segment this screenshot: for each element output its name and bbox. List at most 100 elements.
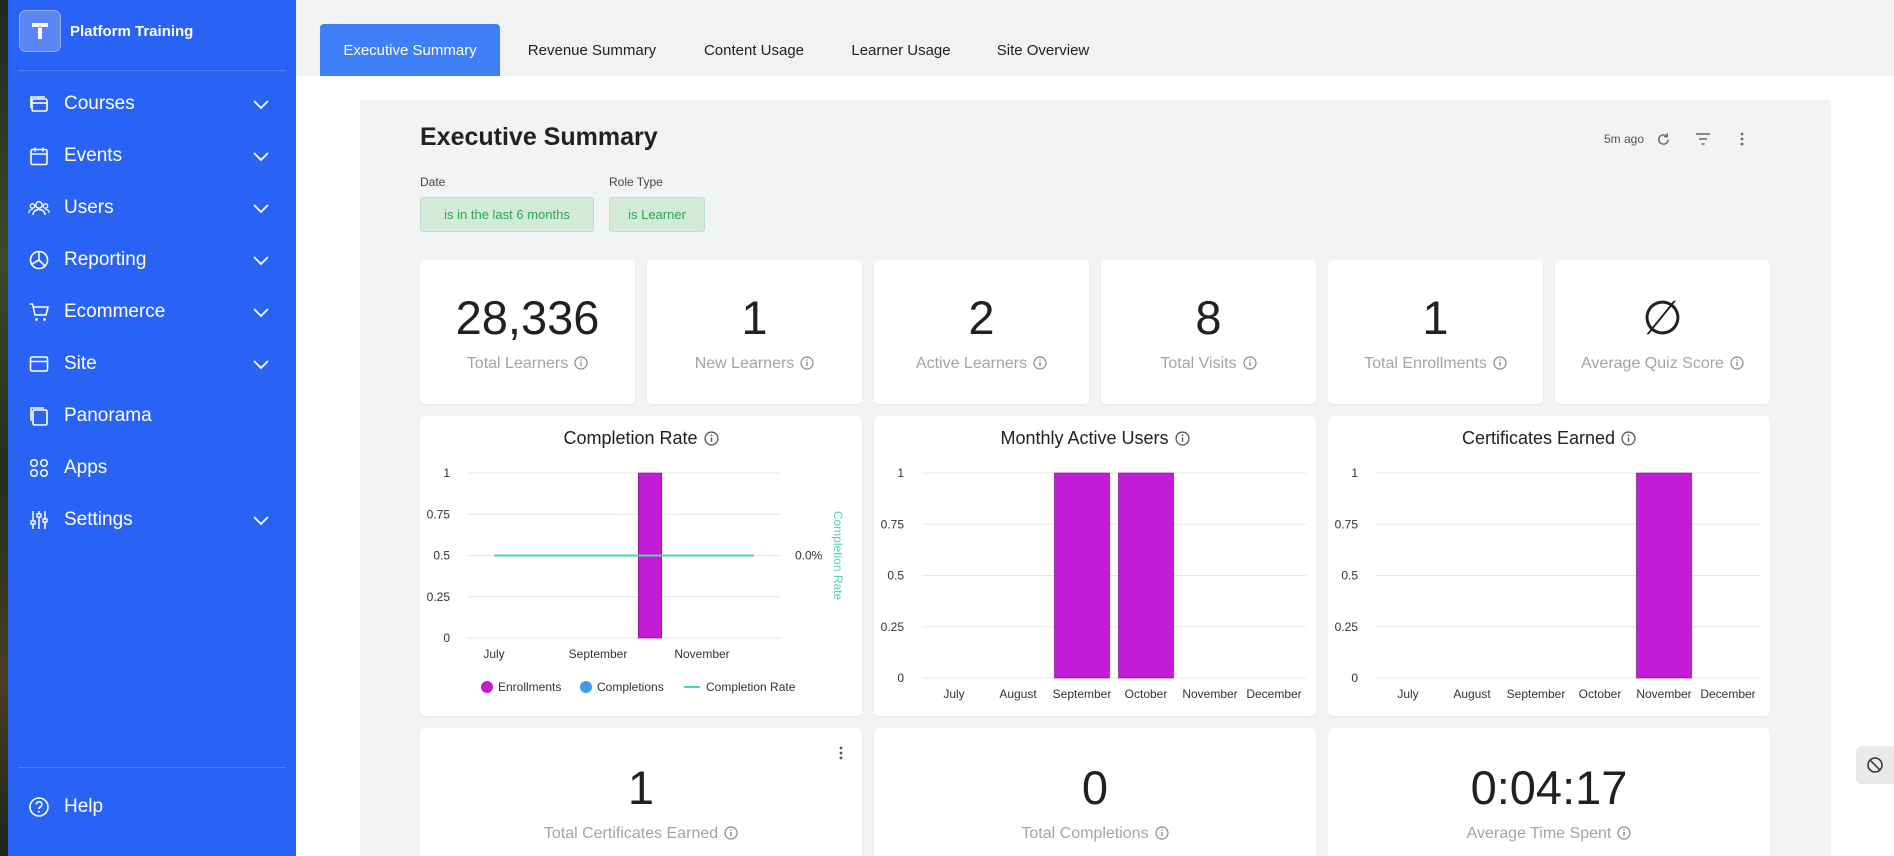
- cart-icon: [29, 303, 49, 321]
- info-icon[interactable]: [1617, 826, 1631, 840]
- x-tick-label: December: [1700, 687, 1755, 701]
- kpi-label-text: Total Visits: [1160, 355, 1237, 372]
- kpi-card-average-quiz-score[interactable]: ∅ Average Quiz Score: [1555, 260, 1770, 404]
- sidebar-item-courses[interactable]: Courses: [8, 78, 296, 130]
- dashboard-title: Executive Summary: [420, 123, 658, 151]
- info-icon[interactable]: [1033, 356, 1047, 370]
- certificates-earned-chart: 0 0.25 0.5 0.75 1 July August September October N…: [1335, 466, 1760, 701]
- chevron-down-icon[interactable]: [252, 357, 270, 371]
- y-tick-label: 0.5: [887, 569, 904, 583]
- kpi-label-text: New Learners: [694, 355, 795, 372]
- kpi-card-total-enrollments[interactable]: 1 Total Enrollments: [1328, 260, 1543, 404]
- sidebar-item-panorama[interactable]: Panorama: [8, 390, 296, 442]
- kpi-label: Total Enrollments: [1328, 355, 1543, 373]
- y-tick-label: 0.25: [881, 620, 905, 634]
- x-tick-label: November: [674, 647, 729, 661]
- kpi-card-total-completions[interactable]: 0 Total Completions: [874, 728, 1316, 856]
- y-tick-label: 0.25: [427, 590, 451, 604]
- x-tick-label: July: [483, 647, 504, 661]
- info-icon[interactable]: [1174, 431, 1190, 446]
- kpi-card-total-certificates-earned[interactable]: 1 Total Certificates Earned: [420, 728, 862, 856]
- sidebar-item-ecommerce[interactable]: Ecommerce: [8, 286, 296, 338]
- kpi-value: ∅: [1642, 291, 1683, 344]
- legend-swatch: [580, 681, 592, 693]
- filter-icon[interactable]: [1693, 129, 1713, 149]
- y-tick-label: 0.75: [427, 507, 451, 521]
- x-tick-label: August: [1453, 687, 1491, 701]
- chart-card-completion-rate: Completion Rate 0 0.25 0.5 0.75 1 July Septemb…: [420, 416, 862, 716]
- kpi-card-active-learners[interactable]: 2 Active Learners: [874, 260, 1089, 404]
- filter-date-chip[interactable]: is in the last 6 months: [420, 197, 594, 232]
- info-icon[interactable]: [1154, 826, 1169, 840]
- more-vertical-icon[interactable]: [832, 744, 850, 762]
- sidebar-item-label: Users: [64, 197, 114, 218]
- brand-logo-icon: [19, 10, 61, 52]
- info-icon[interactable]: [703, 431, 719, 446]
- legend-label: Completions: [597, 680, 664, 694]
- chart-card-certificates-earned: Certificates Earned 0 0.25 0.5 0.75 1 July Aug…: [1328, 416, 1770, 716]
- sliders-icon: [30, 511, 48, 529]
- kpi-value: 8: [1195, 291, 1222, 344]
- legend-label: Enrollments: [498, 680, 561, 694]
- tab-site-overview[interactable]: Site Overview: [996, 41, 1090, 59]
- kpi-label-text: Total Learners: [466, 355, 569, 372]
- sidebar-item-label: Courses: [64, 93, 135, 114]
- info-icon[interactable]: [1493, 356, 1507, 370]
- sidebar-item-apps[interactable]: Apps: [8, 442, 296, 494]
- sidebar-item-site[interactable]: Site: [8, 338, 296, 390]
- refresh-icon[interactable]: [1653, 129, 1673, 149]
- floating-disable-button[interactable]: [1856, 746, 1894, 784]
- kpi-card-new-learners[interactable]: 1 New Learners: [647, 260, 862, 404]
- kpi-card-total-learners[interactable]: 28,336 Total Learners: [420, 260, 635, 404]
- y-tick-label: 0.75: [1335, 517, 1359, 531]
- info-icon[interactable]: [724, 826, 738, 840]
- kpi-label-text: Active Learners: [915, 355, 1028, 372]
- tab-content-usage[interactable]: Content Usage: [703, 41, 805, 59]
- sidebar-item-help[interactable]: Help: [8, 781, 296, 833]
- kpi-value: 0:04:17: [1470, 761, 1628, 814]
- x-tick-label: July: [1397, 687, 1418, 701]
- chart-title: Completion Rate: [420, 428, 862, 449]
- chart-title: Monthly Active Users: [874, 428, 1316, 449]
- divider: [18, 767, 286, 768]
- chevron-down-icon[interactable]: [252, 305, 270, 319]
- chevron-down-icon[interactable]: [252, 201, 270, 215]
- y-tick-label: 0: [897, 671, 904, 685]
- tab-learner-usage[interactable]: Learner Usage: [851, 41, 951, 59]
- sidebar-item-reporting[interactable]: Reporting: [8, 234, 296, 286]
- chevron-down-icon[interactable]: [252, 513, 270, 527]
- kpi-label: Total Visits: [1101, 355, 1316, 373]
- kpi-value: 28,336: [455, 291, 600, 344]
- kpi-value: 2: [968, 291, 995, 344]
- kpi-card-total-visits[interactable]: 8 Total Visits: [1101, 260, 1316, 404]
- chevron-down-icon[interactable]: [252, 149, 270, 163]
- sidebar-item-events[interactable]: Events: [8, 130, 296, 182]
- sidebar-item-settings[interactable]: Settings: [8, 494, 296, 546]
- kpi-card-average-time-spent[interactable]: 0:04:17 Average Time Spent: [1328, 728, 1770, 856]
- x-tick-label: September: [1053, 687, 1112, 701]
- kpi-label: Total Completions: [874, 825, 1316, 843]
- sidebar-item-users[interactable]: Users: [8, 182, 296, 234]
- dashboard-toolbar: 5m ago: [1604, 128, 1752, 150]
- chevron-down-icon[interactable]: [252, 253, 270, 267]
- info-icon[interactable]: [1730, 356, 1744, 370]
- brand[interactable]: Platform Training: [19, 10, 193, 52]
- sidebar-item-label: Panorama: [64, 405, 152, 426]
- info-icon[interactable]: [1242, 356, 1257, 370]
- chevron-down-icon[interactable]: [252, 97, 270, 111]
- tab-revenue-summary[interactable]: Revenue Summary: [527, 41, 657, 59]
- y2-axis-label: Completion Rate: [831, 511, 845, 601]
- panorama-icon: [30, 407, 48, 426]
- info-icon[interactable]: [574, 356, 588, 370]
- desktop-wallpaper: [0, 0, 8, 856]
- more-vertical-icon[interactable]: [1732, 129, 1752, 149]
- chart-title-text: Monthly Active Users: [1000, 428, 1169, 448]
- info-icon[interactable]: [800, 356, 814, 370]
- kpi-label-text: Total Completions: [1021, 825, 1149, 842]
- bar: [1636, 472, 1692, 679]
- sidebar-item-label: Events: [64, 145, 123, 166]
- info-icon[interactable]: [1621, 431, 1636, 446]
- filter-role-type-chip[interactable]: is Learner: [609, 197, 705, 232]
- tab-executive-summary[interactable]: Executive Summary: [320, 24, 500, 76]
